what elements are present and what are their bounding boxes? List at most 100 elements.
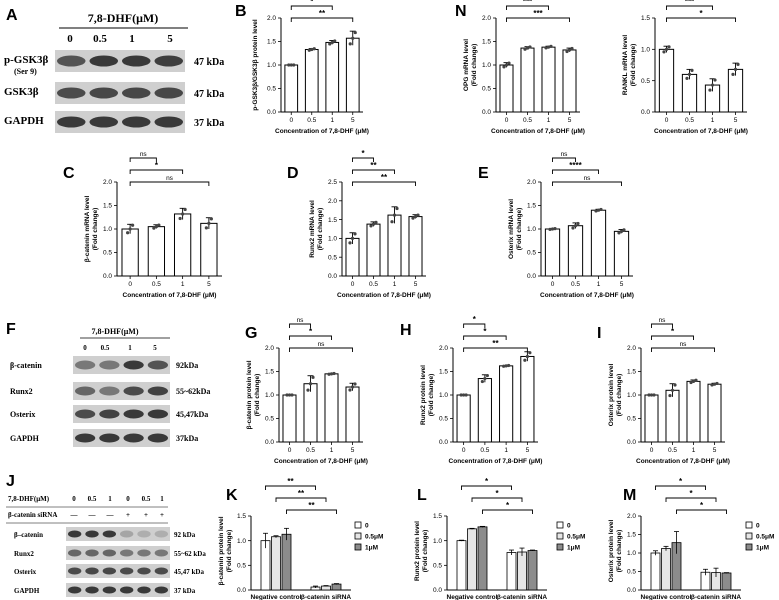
significance-bracket xyxy=(552,181,622,186)
blot-row-label: β-catenin xyxy=(10,361,42,370)
data-point xyxy=(287,63,291,67)
data-point xyxy=(691,379,696,383)
legend-label: 1μM xyxy=(365,545,378,552)
y-tick-label: 1.0 xyxy=(641,47,650,54)
data-point xyxy=(670,388,675,392)
x-tick-label: 0.5 xyxy=(307,117,316,124)
data-point xyxy=(502,364,506,368)
y-axis-label: β-catenin protein level(Fold change) xyxy=(218,516,233,585)
blot-kda: 55~62kDa xyxy=(176,387,210,396)
x-tick-label: 0 xyxy=(462,447,466,454)
data-point xyxy=(285,393,289,397)
significance-label: * xyxy=(700,501,704,510)
blot-band xyxy=(102,530,117,538)
blot-band xyxy=(122,87,151,99)
x-tick-label: 5 xyxy=(620,281,624,288)
blot-band xyxy=(57,116,86,128)
data-point xyxy=(183,207,187,212)
data-point xyxy=(565,49,569,54)
significance-label: ** xyxy=(492,339,499,348)
bar xyxy=(467,528,477,591)
bar xyxy=(499,365,514,443)
significance-bracket xyxy=(129,169,184,174)
y-axis-label-line: OPG mRNA level xyxy=(463,39,470,91)
group-label: Negative control xyxy=(251,594,302,600)
blot-membrane xyxy=(55,82,185,104)
data-point xyxy=(668,393,672,398)
legend-swatch xyxy=(556,521,564,529)
data-point xyxy=(617,231,621,235)
data-point xyxy=(647,393,651,397)
bar xyxy=(303,383,318,443)
x-axis-label: Concentration of 7,8-DHF (μM) xyxy=(449,458,543,465)
data-point xyxy=(327,372,331,376)
y-tick-label: 1.5 xyxy=(328,217,337,224)
sirna-label: + xyxy=(144,511,148,519)
data-point xyxy=(528,45,532,49)
data-point xyxy=(371,222,376,226)
group-label: Negative control xyxy=(447,594,498,600)
data-point xyxy=(462,393,466,397)
significance-label: ** xyxy=(381,173,388,182)
chart-RANKL: 0.00.51.01.500.515******Concentration of… xyxy=(622,0,748,135)
data-point xyxy=(596,208,601,212)
data-point xyxy=(353,382,357,386)
y-tick-label: 1.0 xyxy=(482,62,491,69)
blot-membrane xyxy=(73,429,170,447)
data-point xyxy=(353,232,357,236)
bar xyxy=(456,394,471,443)
significance-label: *** xyxy=(685,0,695,6)
y-axis-label-line: β-catenin protein level xyxy=(246,360,253,429)
data-point xyxy=(128,227,132,231)
y-tick-label: 1.5 xyxy=(433,513,442,520)
x-tick-label: 0 xyxy=(289,117,293,124)
x-axis-label: Concentration of 7,8-DHF (μM) xyxy=(491,128,585,135)
bar xyxy=(325,41,340,113)
blot-kda: 45,47 kDa xyxy=(174,568,204,576)
blot-band xyxy=(89,116,118,128)
blot-kda: 55~62 kDa xyxy=(174,550,206,558)
y-tick-label: 1.5 xyxy=(527,203,536,210)
y-tick-label: 0.0 xyxy=(627,587,636,594)
y-tick-label: 0.0 xyxy=(265,439,274,446)
blot-band xyxy=(154,87,183,99)
bar xyxy=(408,216,423,277)
blot-band xyxy=(68,530,82,538)
significance-label: * xyxy=(495,489,499,498)
significance-bracket xyxy=(289,347,353,352)
blot-row-sublabel: (Ser 9) xyxy=(14,67,37,76)
bar xyxy=(613,230,630,277)
bar xyxy=(147,226,166,277)
blot-membrane xyxy=(55,111,185,133)
bar xyxy=(590,209,607,277)
significance-label: ns xyxy=(584,175,592,182)
data-point xyxy=(413,214,418,219)
significance-bracket xyxy=(665,497,717,502)
blot-kda: 47 kDa xyxy=(194,89,224,100)
y-axis-label: Runx2 mRNA level(Fold change) xyxy=(309,200,324,258)
blot-band xyxy=(137,567,151,575)
panel-label-G: G xyxy=(245,325,257,342)
blot-row-label: GAPDH xyxy=(4,115,44,127)
significance-bracket xyxy=(463,335,507,340)
y-axis-label-line: (Fold change) xyxy=(630,44,637,87)
significance-bracket xyxy=(506,17,570,22)
x-tick-label: 0.5 xyxy=(480,447,489,454)
significance-bracket xyxy=(289,335,332,340)
x-axis-label: Concentration of 7,8-DHF (μM) xyxy=(337,292,431,299)
bar xyxy=(707,383,722,443)
significance-label: *** xyxy=(533,9,543,18)
y-tick-label: 1.0 xyxy=(328,236,337,243)
significance-label: ns xyxy=(140,151,148,158)
y-tick-label: 0.5 xyxy=(627,569,636,576)
bar xyxy=(324,373,339,443)
data-point xyxy=(390,220,394,224)
data-point xyxy=(154,225,158,229)
y-tick-label: 1.5 xyxy=(627,369,636,376)
blot-band xyxy=(123,409,144,419)
significance-bracket xyxy=(352,181,416,186)
blot-row-label: Runx2 xyxy=(14,550,34,558)
x-axis-label: Concentration of 7,8-DHF (μM) xyxy=(636,458,730,465)
blot-membrane xyxy=(66,564,170,578)
y-axis-label-line: β-catenin protein level xyxy=(218,516,225,585)
